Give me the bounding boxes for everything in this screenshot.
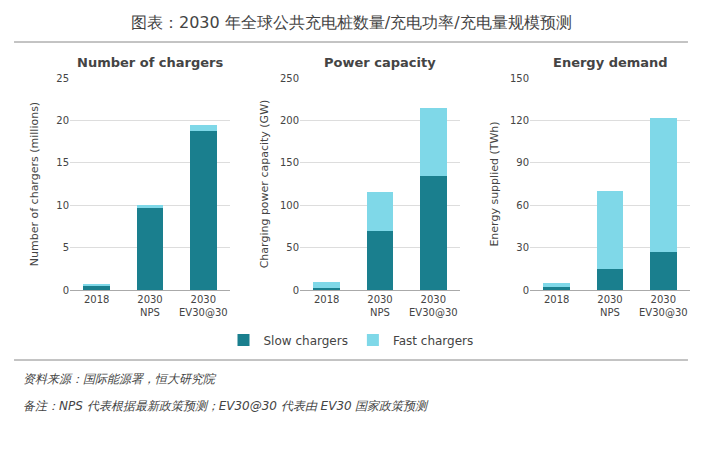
svg-text:2030EV30@30: 2030EV30@30 <box>409 294 458 318</box>
svg-text:10: 10 <box>56 200 69 211</box>
svg-text:Energy supplied (TWh): Energy supplied (TWh) <box>488 121 501 246</box>
svg-text:250: 250 <box>280 73 299 84</box>
svg-text:2030NPS: 2030NPS <box>597 294 622 318</box>
svg-text:30: 30 <box>516 242 529 253</box>
svg-text:2030EV30@30: 2030EV30@30 <box>639 294 688 318</box>
svg-text:0: 0 <box>293 285 299 296</box>
svg-text:20: 20 <box>56 115 69 126</box>
svg-text:2018: 2018 <box>544 294 569 305</box>
svg-text:15: 15 <box>56 157 69 168</box>
svg-text:2030NPS: 2030NPS <box>367 294 392 318</box>
svg-text:图表：2030 年全球公共充电桩数量/充电功率/充电量规模预: 图表：2030 年全球公共充电桩数量/充电功率/充电量规模预测 <box>131 13 572 32</box>
svg-text:Fast chargers: Fast chargers <box>393 334 473 348</box>
svg-text:5: 5 <box>63 242 69 253</box>
svg-text:备注：NPS 代表根据最新政策预测；EV30@30 代表由: 备注：NPS 代表根据最新政策预测；EV30@30 代表由 EV30 国家政策预… <box>23 399 429 413</box>
svg-text:Number of chargers: Number of chargers <box>77 55 224 70</box>
svg-text:25: 25 <box>56 73 69 84</box>
svg-text:Power capacity: Power capacity <box>324 55 436 70</box>
svg-text:150: 150 <box>510 73 529 84</box>
svg-text:120: 120 <box>510 115 529 126</box>
svg-text:Slow chargers: Slow chargers <box>264 334 348 348</box>
svg-text:0: 0 <box>523 285 529 296</box>
svg-text:150: 150 <box>280 157 299 168</box>
svg-text:0: 0 <box>63 285 69 296</box>
svg-text:Energy demand: Energy demand <box>553 55 668 70</box>
svg-text:2018: 2018 <box>84 294 109 305</box>
svg-text:100: 100 <box>280 200 299 211</box>
svg-text:200: 200 <box>280 115 299 126</box>
svg-text:Charging power capacity (GW): Charging power capacity (GW) <box>258 100 271 269</box>
svg-text:资料来源：国际能源署，恒大研究院: 资料来源：国际能源署，恒大研究院 <box>23 372 217 386</box>
svg-text:2018: 2018 <box>314 294 339 305</box>
svg-text:50: 50 <box>286 242 299 253</box>
svg-text:2030NPS: 2030NPS <box>137 294 162 318</box>
svg-text:Number of chargers (millions): Number of chargers (millions) <box>28 102 41 266</box>
svg-text:2030EV30@30: 2030EV30@30 <box>179 294 228 318</box>
svg-text:60: 60 <box>516 200 529 211</box>
svg-text:90: 90 <box>516 157 529 168</box>
